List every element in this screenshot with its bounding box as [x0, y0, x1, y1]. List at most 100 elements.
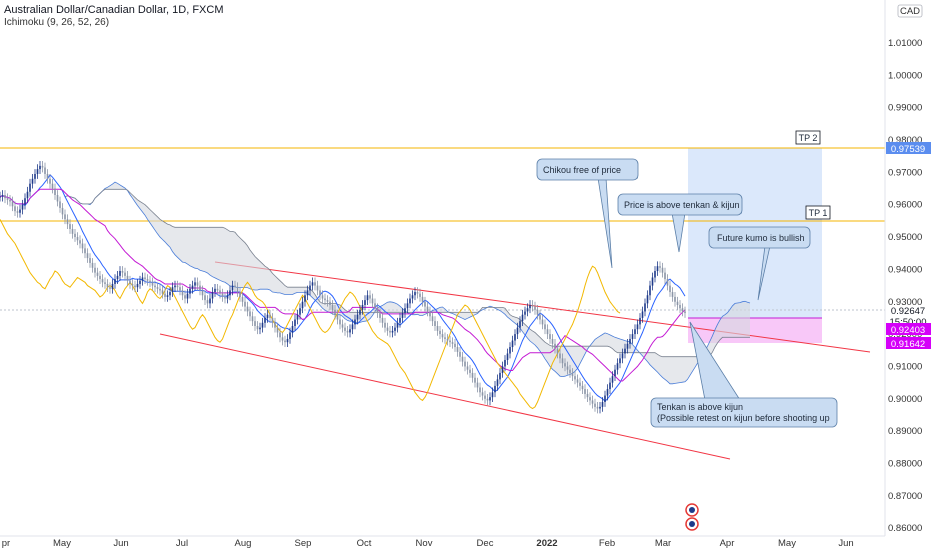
ytick: 0.93000 [888, 297, 922, 308]
candle [124, 267, 126, 281]
candle [0, 191, 1, 202]
candle [271, 313, 274, 328]
candle [349, 324, 351, 338]
candle [226, 290, 229, 304]
candle [344, 322, 346, 336]
candle [431, 311, 434, 327]
candle [141, 272, 144, 286]
candle [521, 309, 524, 327]
candle [476, 377, 479, 393]
candle [181, 285, 184, 301]
candle [159, 283, 161, 296]
candle [311, 277, 314, 291]
candle [539, 309, 541, 325]
candle [324, 293, 326, 305]
xtick: Feb [599, 538, 615, 549]
candle [61, 203, 64, 220]
event-flag-icon-2[interactable] [685, 517, 699, 531]
time-axis-bg[interactable] [0, 536, 932, 550]
chart-title: Australian Dollar/Canadian Dollar, 1D, F… [4, 4, 224, 16]
candle [84, 243, 86, 259]
xtick: Dec [477, 538, 494, 549]
candle [186, 288, 189, 304]
price-axis-bg[interactable] [885, 0, 932, 550]
candle [334, 304, 336, 320]
candle [444, 332, 446, 344]
tp2-box [795, 130, 821, 145]
candle [621, 348, 624, 364]
candle [501, 361, 504, 378]
xtick: Aug [235, 538, 252, 549]
candle [79, 235, 81, 249]
candle [659, 261, 661, 273]
xtick: Nov [416, 538, 433, 549]
candle [351, 319, 354, 335]
candle [489, 392, 491, 406]
event-flag-icon[interactable] [685, 503, 699, 517]
candle [341, 319, 344, 333]
currency-badge [897, 4, 923, 18]
candle [236, 282, 239, 297]
candle [409, 293, 411, 309]
price-label-current [886, 305, 931, 327]
candle [451, 337, 454, 349]
candle [671, 287, 674, 302]
candle [174, 280, 176, 293]
candle [546, 324, 549, 339]
candle [249, 306, 251, 322]
candle [474, 372, 476, 388]
candle [326, 295, 329, 307]
candle [26, 186, 29, 204]
candle [19, 204, 21, 218]
candle [544, 319, 546, 335]
candle [211, 287, 214, 304]
candle [9, 194, 11, 207]
candle [509, 342, 511, 359]
ytick: 1.00000 [888, 70, 922, 81]
candle [589, 392, 591, 406]
candle [644, 298, 646, 317]
candle [596, 402, 599, 414]
candle [149, 275, 151, 288]
candle [269, 309, 271, 323]
candle [34, 169, 36, 184]
candle [286, 334, 289, 348]
candle [29, 178, 31, 197]
candle [666, 274, 669, 291]
candle [511, 335, 514, 352]
tenkan-sen-line [0, 174, 686, 402]
candle [156, 282, 159, 294]
candle [456, 342, 459, 357]
candle [651, 272, 654, 291]
candle [354, 314, 356, 330]
candle [129, 275, 131, 289]
candle [99, 271, 101, 284]
candle [134, 280, 136, 293]
candle [199, 280, 201, 296]
candle [246, 301, 249, 317]
candle [404, 303, 406, 318]
candle [111, 279, 114, 294]
kumo-text: Future kumo is bullish [717, 233, 805, 243]
candle [101, 274, 104, 288]
candle [219, 285, 221, 299]
candle [296, 309, 299, 325]
candle [561, 353, 564, 369]
ytick: 0.96000 [888, 200, 922, 211]
ytick: 0.99000 [888, 103, 922, 114]
candle [289, 327, 291, 344]
candle [436, 321, 439, 336]
candle [424, 296, 426, 312]
candle [571, 368, 574, 382]
candle [264, 313, 266, 328]
candle [564, 358, 566, 372]
candle [231, 280, 234, 296]
candle [681, 303, 684, 317]
candle [139, 275, 141, 289]
ytick: 0.88000 [888, 459, 922, 470]
price-label-kijun-text: 0.92403 [891, 325, 925, 336]
candle [676, 296, 679, 310]
candle [116, 271, 119, 284]
candle [649, 280, 651, 301]
